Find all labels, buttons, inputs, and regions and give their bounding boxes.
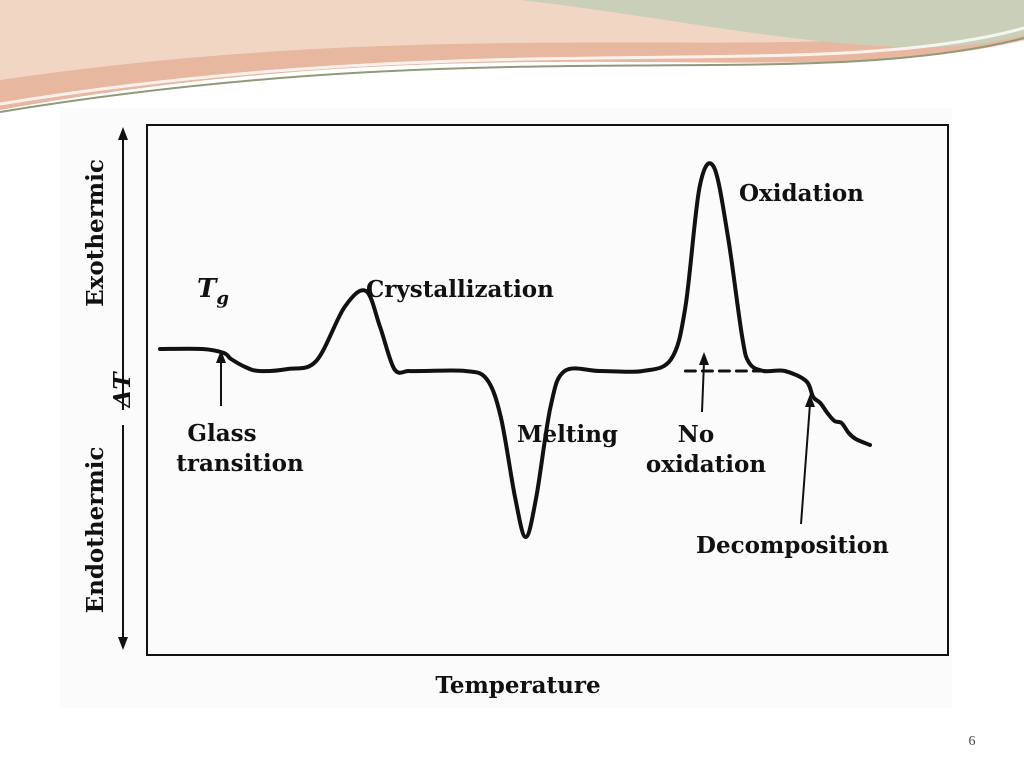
no-oxidation-pointer: [699, 352, 709, 413]
banner-wave-accent: [520, 0, 1024, 48]
figure-panel: [60, 108, 952, 708]
annotation-glass-transition: Glass transition: [176, 420, 304, 477]
annotation-oxidation: Oxidation: [739, 180, 864, 207]
glass-transition-pointer: [216, 350, 226, 406]
x-axis-label: Temperature: [435, 672, 600, 699]
decomposition-pointer: [800, 394, 815, 525]
page-number: 6: [968, 734, 976, 749]
dta-curve-series: [158, 161, 872, 539]
banner-wave-highlight: [0, 26, 1024, 106]
banner-wave-line: [0, 37, 1024, 113]
annotation-crystallization: Crystallization: [366, 276, 554, 303]
series-layer: [158, 161, 872, 539]
plot-frame: [146, 124, 949, 656]
y-axis-label-delta-t: ΔT: [109, 371, 136, 409]
y-axis-arrow: [118, 127, 128, 650]
y-axis-label-endothermic: Endothermic: [82, 447, 109, 614]
annotation-pointers: [216, 350, 815, 525]
y-axis-label-exothermic: Exothermic: [82, 159, 109, 307]
slide-header-banner: [0, 0, 1024, 113]
annotation-decomposition: Decomposition: [696, 532, 889, 559]
annotation-tg: Tg: [197, 274, 229, 309]
annotation-no-oxidation: No oxidation: [646, 421, 766, 478]
annotation-melting: Melting: [517, 421, 618, 448]
